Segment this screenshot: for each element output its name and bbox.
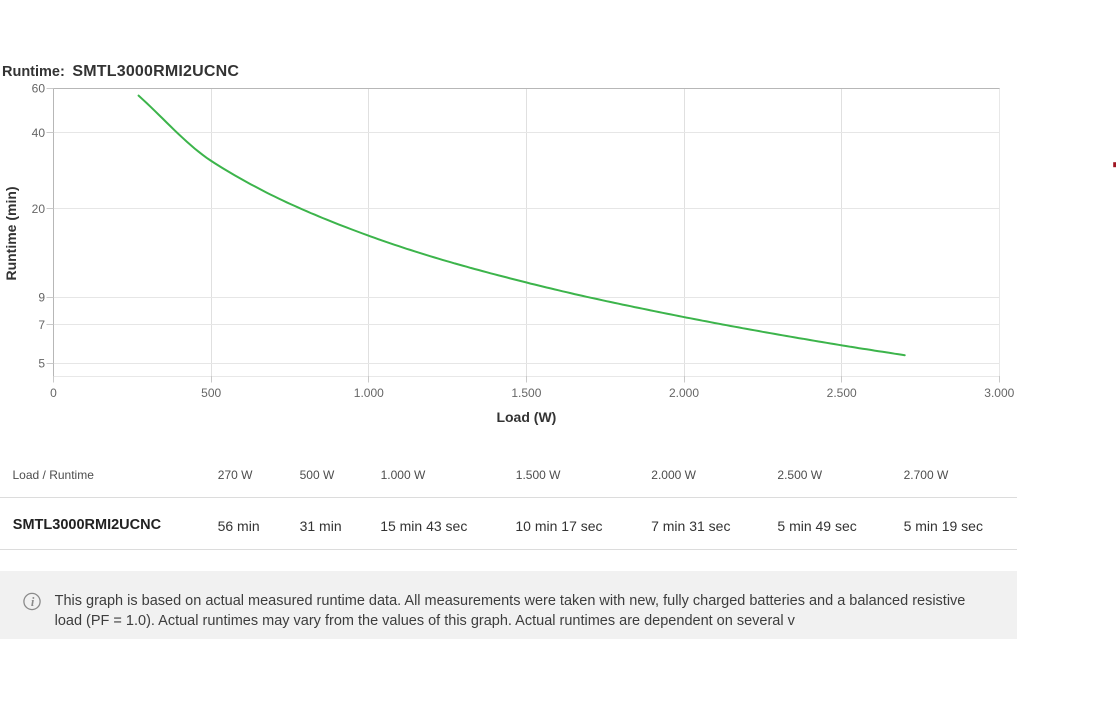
svg-text:1.000: 1.000 bbox=[354, 386, 384, 400]
svg-text:Load (W): Load (W) bbox=[496, 409, 556, 425]
svg-text:40: 40 bbox=[32, 126, 46, 140]
svg-text:2.500: 2.500 bbox=[827, 386, 857, 400]
svg-text:0: 0 bbox=[50, 386, 57, 400]
svg-text:1.500: 1.500 bbox=[511, 386, 541, 400]
svg-text:3.000: 3.000 bbox=[984, 386, 1014, 400]
svg-text:9: 9 bbox=[38, 291, 45, 305]
svg-text:5: 5 bbox=[38, 357, 45, 371]
svg-text:500: 500 bbox=[201, 386, 221, 400]
svg-text:20: 20 bbox=[32, 202, 46, 216]
svg-text:i: i bbox=[31, 595, 35, 609]
svg-text:Runtime (min): Runtime (min) bbox=[3, 186, 19, 280]
svg-text:60: 60 bbox=[32, 82, 46, 96]
svg-text:2.000: 2.000 bbox=[669, 386, 699, 400]
svg-text:7: 7 bbox=[38, 318, 45, 332]
